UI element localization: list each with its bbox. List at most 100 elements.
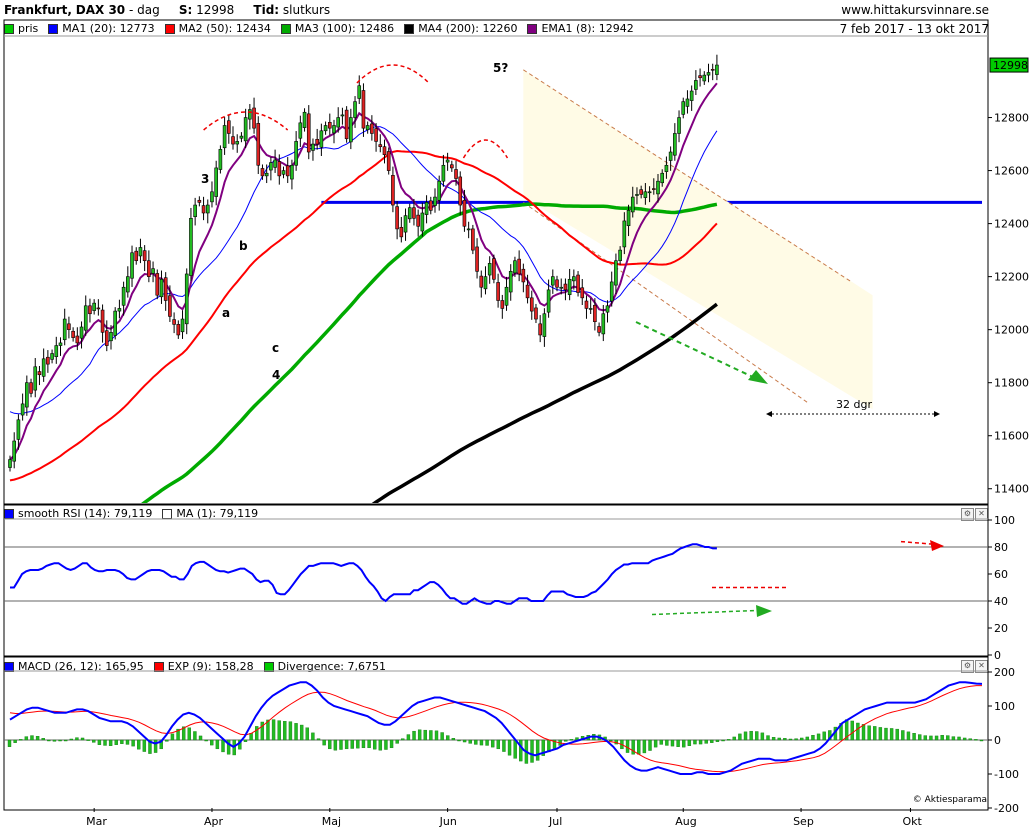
candle-body [378, 144, 383, 148]
legend-item: EMA1 (8): 12942 [527, 22, 634, 35]
divergence-bar [642, 739, 647, 754]
divergence-bar [226, 739, 231, 755]
candle-body [294, 141, 298, 166]
candle-body [138, 247, 143, 257]
y-tick-label: -100 [994, 768, 1019, 781]
candle-body [555, 279, 559, 288]
source-url[interactable]: www.hittakursvinnare.se [841, 3, 989, 17]
divergence-bar [75, 737, 79, 741]
candle-body [96, 307, 101, 310]
divergence-bar [294, 723, 298, 741]
divergence-bar [934, 735, 939, 741]
divergence-bar [710, 739, 714, 743]
candle-body [546, 289, 551, 313]
legend-label: smooth RSI (14): 79,119 [18, 507, 153, 520]
candle-body [315, 138, 319, 145]
y-tick-label: 60 [994, 568, 1008, 581]
divergence-bar [210, 739, 214, 746]
candle-body [698, 75, 702, 79]
candle-body [20, 403, 25, 416]
candle-body [572, 276, 576, 282]
divergence-bar [777, 737, 781, 741]
divergence-bar [878, 727, 883, 741]
settings-icon[interactable]: ⚙ [961, 660, 974, 673]
divergence-bar [979, 739, 984, 742]
candle-body [12, 440, 17, 462]
divergence-bar [625, 739, 630, 753]
divergence-bar [962, 737, 967, 741]
candle-body [424, 202, 429, 215]
divergence-bar [288, 721, 293, 741]
main-plot-area [8, 54, 982, 503]
y-tick-label: -200 [994, 802, 1019, 815]
time-label: Tid: [253, 3, 280, 17]
settings-icon[interactable]: ⚙ [961, 508, 974, 521]
legend-label: pris [18, 22, 39, 35]
candle-body [483, 276, 488, 290]
candle-body [416, 214, 420, 227]
divergence-bar [7, 739, 12, 747]
candle-body [256, 123, 261, 166]
divergence-bar [249, 733, 253, 741]
candle-body [508, 271, 513, 293]
divergence-bar [507, 739, 512, 756]
divergence-bar [401, 738, 405, 741]
legend-item: MA3 (100): 12486 [280, 22, 394, 35]
divergence-bar [659, 739, 663, 745]
candle-body [374, 128, 378, 142]
candle-body [50, 353, 54, 360]
wave-label-c: c [272, 341, 279, 355]
top-arc [356, 64, 430, 84]
candle-body [361, 90, 366, 129]
candle-body [706, 72, 711, 76]
divergence-bar [502, 739, 506, 752]
candle-body [239, 135, 244, 139]
candle-body [344, 109, 349, 140]
candle-body [353, 101, 357, 118]
candle-body [264, 172, 269, 177]
legend-label: EXP (9): 158,28 [167, 660, 254, 673]
divergence-bar [676, 739, 680, 747]
y-tick-label: 0 [994, 734, 1001, 747]
candle-body [104, 330, 109, 346]
candle-body [147, 260, 151, 277]
divergence-bar [861, 724, 866, 741]
divergence-bar [142, 739, 147, 752]
divergence-bar [187, 727, 191, 741]
candle-body [517, 258, 521, 275]
candle-body [454, 169, 458, 179]
candle-body [83, 305, 88, 331]
candle-body [16, 419, 21, 440]
divergence-bar [92, 739, 96, 743]
divergence-bar [682, 739, 686, 748]
divergence-bar [923, 735, 928, 741]
candle-body [593, 304, 597, 323]
candle-body [487, 263, 492, 276]
divergence-bar [47, 739, 51, 742]
x-tick-label: Maj [322, 815, 341, 828]
divergence-bar [120, 739, 124, 744]
divergence-bar [496, 739, 501, 750]
divergence-bar [951, 736, 956, 741]
divergence-bar [69, 738, 74, 741]
divergence-bar [434, 730, 439, 741]
candle-body [479, 275, 484, 288]
candle-body [529, 297, 534, 312]
divergence-bar [519, 739, 523, 762]
y-tick-label: 12800 [994, 112, 1029, 125]
divergence-bar [19, 739, 23, 741]
candle-body [673, 133, 677, 156]
divergence-bar [221, 739, 225, 753]
legend-label: MACD (26, 12): 165,95 [18, 660, 144, 673]
divergence-bar [283, 721, 287, 741]
legend-swatch [164, 23, 175, 34]
ma4-line [371, 302, 718, 503]
wave-label-4: 4 [272, 368, 280, 382]
divergence-bar [361, 739, 366, 749]
divergence-bar [328, 739, 332, 750]
candle-body [176, 324, 181, 336]
wave-label-a: a [222, 306, 230, 320]
candle-body [189, 217, 193, 276]
candle-body [67, 323, 71, 330]
